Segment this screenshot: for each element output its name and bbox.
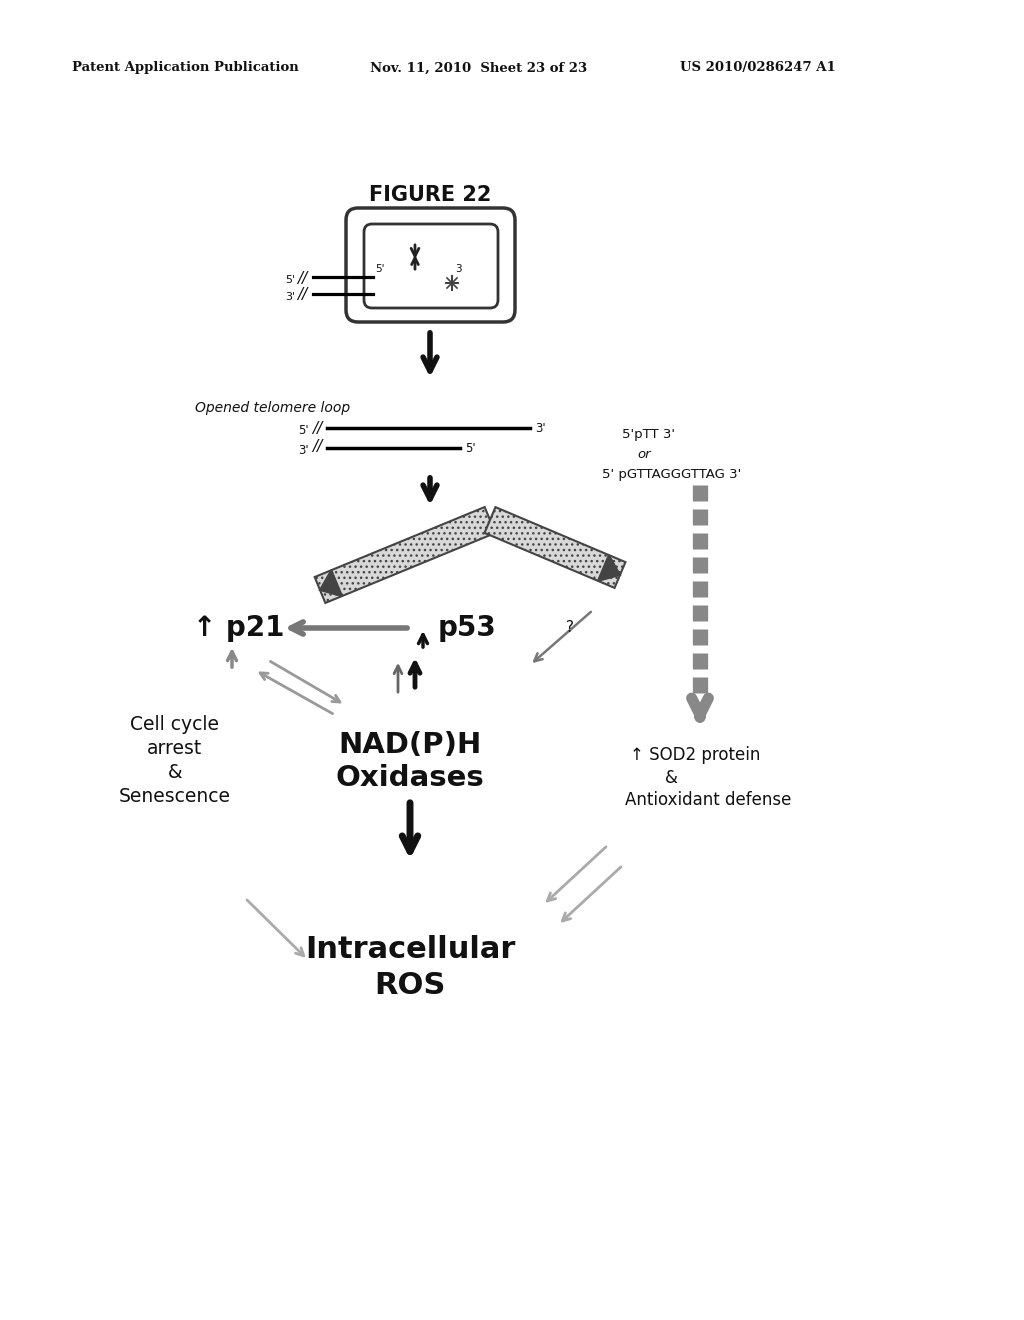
Text: p53: p53: [438, 614, 497, 642]
FancyBboxPatch shape: [364, 224, 498, 308]
Text: ROS: ROS: [375, 970, 445, 999]
Text: &: &: [665, 770, 678, 787]
Text: 5': 5': [285, 275, 295, 285]
Text: Senescence: Senescence: [119, 787, 231, 805]
Text: Patent Application Publication: Patent Application Publication: [72, 62, 299, 74]
Text: //: //: [312, 421, 323, 436]
Polygon shape: [314, 507, 496, 603]
Text: ↑ SOD2 protein: ↑ SOD2 protein: [630, 746, 761, 764]
Text: 3': 3': [535, 422, 546, 436]
Text: or: or: [637, 447, 650, 461]
Text: &: &: [168, 763, 182, 781]
FancyBboxPatch shape: [346, 209, 515, 322]
Text: ?: ?: [566, 620, 574, 635]
Text: US 2010/0286247 A1: US 2010/0286247 A1: [680, 62, 836, 74]
Text: 3': 3': [298, 444, 308, 457]
Text: 5': 5': [375, 264, 384, 275]
Text: 5' pGTTAGGGTTAG 3': 5' pGTTAGGGTTAG 3': [602, 469, 741, 480]
Text: NAD(P)H: NAD(P)H: [338, 731, 481, 759]
Text: Oxidases: Oxidases: [336, 764, 484, 792]
Text: Intracellular: Intracellular: [305, 936, 515, 965]
Text: 3: 3: [455, 264, 462, 275]
Text: //: //: [312, 440, 323, 454]
Text: Opened telomere loop: Opened telomere loop: [195, 401, 350, 414]
Text: Antioxidant defense: Antioxidant defense: [625, 791, 792, 809]
Text: FIGURE 22: FIGURE 22: [369, 185, 492, 205]
Text: ↑ p21: ↑ p21: [193, 614, 285, 642]
Text: //: //: [297, 288, 307, 302]
Text: 5'pTT 3': 5'pTT 3': [622, 428, 675, 441]
Text: arrest: arrest: [147, 738, 203, 758]
Polygon shape: [598, 556, 620, 581]
Text: //: //: [297, 271, 307, 285]
Text: Cell cycle: Cell cycle: [130, 715, 219, 734]
Polygon shape: [319, 570, 342, 597]
Text: 5': 5': [465, 442, 475, 455]
Text: 3': 3': [285, 292, 295, 302]
Text: Nov. 11, 2010  Sheet 23 of 23: Nov. 11, 2010 Sheet 23 of 23: [370, 62, 587, 74]
Text: 5': 5': [298, 424, 308, 437]
Polygon shape: [484, 507, 626, 587]
